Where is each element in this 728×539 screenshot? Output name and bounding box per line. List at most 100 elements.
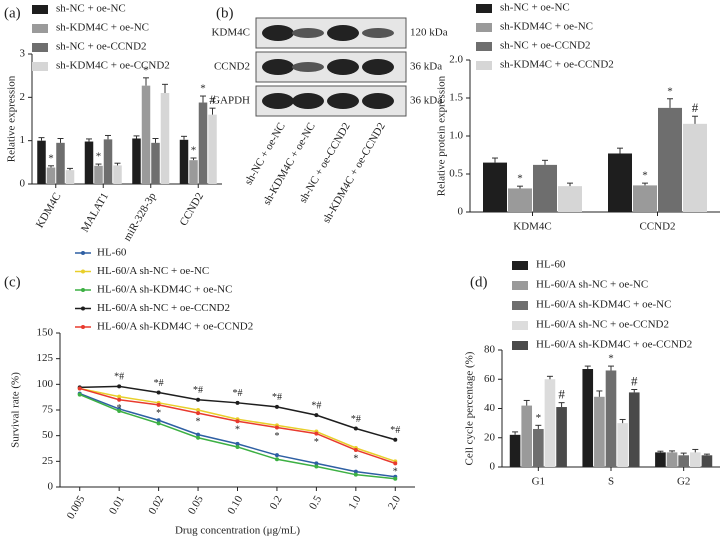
band-size: 36 kDa xyxy=(410,95,442,107)
legend-swatch xyxy=(32,43,48,52)
x-axis-label: Drug concentration (μg/mL) xyxy=(175,525,300,537)
x-tick-label: miR-328-3p xyxy=(121,190,159,243)
bar xyxy=(94,165,103,184)
legend-label: HL-60/A sh-KDM4C + oe-NC xyxy=(97,284,232,296)
significance-mark: *# xyxy=(311,400,321,411)
x-tick-label: 0.005 xyxy=(65,493,88,521)
legend-label: HL-60 xyxy=(536,259,566,271)
blot-band xyxy=(292,93,324,109)
x-tick-label: 0.5 xyxy=(307,493,325,511)
point xyxy=(393,461,398,466)
significance-mark: # xyxy=(558,387,565,402)
legend-label: sh-KDM4C + oe-NC xyxy=(56,22,149,34)
bar xyxy=(179,139,189,184)
significance-mark: * xyxy=(143,64,149,76)
legend-swatch xyxy=(512,281,528,290)
y-tick-label: 40 xyxy=(484,402,496,414)
significance-mark: * xyxy=(48,152,54,164)
significance-mark: * xyxy=(536,412,542,424)
point xyxy=(117,397,122,402)
point xyxy=(77,386,82,391)
significance-mark: * xyxy=(156,408,161,419)
point xyxy=(156,421,161,426)
bar xyxy=(84,141,94,184)
legend-swatch xyxy=(32,62,48,71)
x-tick-label: CCND2 xyxy=(639,221,675,233)
legend-label: sh-KDM4C + oe-CCND2 xyxy=(500,59,614,71)
bar xyxy=(689,452,701,467)
legend-marker xyxy=(81,306,85,311)
x-tick-label: CCND2 xyxy=(178,191,206,228)
bar xyxy=(46,167,56,184)
point xyxy=(235,441,240,446)
point xyxy=(274,425,279,430)
legend-swatch xyxy=(476,23,492,32)
y-tick-label: 2 xyxy=(20,91,26,103)
band-size: 36 kDa xyxy=(410,61,442,73)
blot-band xyxy=(262,59,294,75)
blot-band xyxy=(327,25,359,41)
bar xyxy=(483,162,507,212)
y-tick-label: 125 xyxy=(37,352,54,364)
significance-mark: # xyxy=(209,92,216,107)
bar xyxy=(582,369,594,467)
legend-swatch xyxy=(512,341,528,350)
point xyxy=(314,431,319,436)
point xyxy=(393,476,398,481)
blot-band xyxy=(292,28,324,38)
point xyxy=(314,464,319,469)
legend-swatch xyxy=(476,42,492,51)
y-tick-label: 1.0 xyxy=(449,130,463,142)
bar xyxy=(533,428,544,467)
point xyxy=(77,392,82,397)
y-tick-label: 3 xyxy=(20,48,26,60)
y-tick-label: 2.0 xyxy=(449,54,463,66)
significance-mark: * xyxy=(96,151,102,163)
significance-mark: *# xyxy=(233,388,243,399)
panel-label: (c) xyxy=(4,274,21,290)
blot-band xyxy=(327,93,359,109)
blot-band xyxy=(292,62,324,72)
band-size: 120 kDa xyxy=(410,27,448,39)
point xyxy=(353,426,358,431)
bar xyxy=(521,405,533,467)
significance-mark: # xyxy=(631,373,638,388)
significance-mark: * xyxy=(353,453,358,464)
y-tick-label: 20 xyxy=(484,431,496,443)
blot-band xyxy=(362,28,394,38)
x-tick-label: KDM4C xyxy=(513,221,552,233)
panel-label: (d) xyxy=(470,274,488,290)
bar xyxy=(655,452,666,467)
bar xyxy=(633,185,657,212)
legend-label: HL-60/A sh-KDM4C + oe-NC xyxy=(536,299,671,311)
legend-label: sh-NC + oe-CCND2 xyxy=(500,40,591,52)
bar xyxy=(198,102,208,184)
x-tick-label: KDM4C xyxy=(34,191,64,230)
bar xyxy=(37,140,46,184)
panel-label: (b) xyxy=(216,5,234,21)
bar xyxy=(65,170,75,184)
significance-mark: * xyxy=(196,416,201,427)
band-label: CCND2 xyxy=(214,61,250,73)
point xyxy=(235,444,240,449)
bar xyxy=(103,139,113,184)
y-tick-label: 50 xyxy=(42,429,54,441)
x-tick-label: 0.01 xyxy=(107,494,127,517)
legend-label: sh-NC + oe-CCND2 xyxy=(56,41,147,53)
significance-mark: * xyxy=(235,425,240,436)
legend-label: HL-60/A sh-KDM4C + oe-CCND2 xyxy=(97,321,253,333)
point xyxy=(196,408,201,412)
bar xyxy=(617,423,628,467)
point xyxy=(196,432,201,437)
y-tick-label: 0 xyxy=(490,461,496,473)
legend-label: sh-NC + oe-NC xyxy=(500,2,570,14)
legend-label: HL-60 xyxy=(97,247,127,259)
legend-swatch xyxy=(512,261,528,270)
significance-mark: * xyxy=(191,145,197,157)
y-tick-label: 150 xyxy=(37,327,54,339)
x-tick-label: MALAT1 xyxy=(79,191,111,235)
bar xyxy=(558,186,582,212)
bar xyxy=(666,452,678,467)
point xyxy=(353,448,358,453)
bar xyxy=(113,165,122,184)
